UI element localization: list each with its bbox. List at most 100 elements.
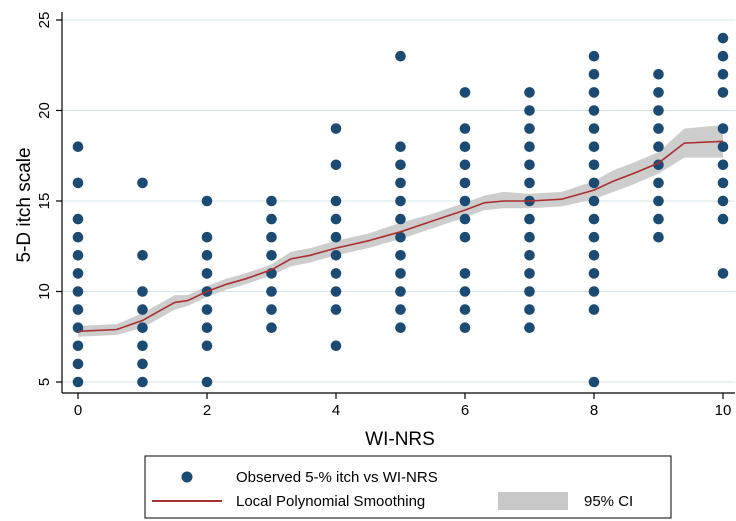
smoothing-line <box>77 140 724 333</box>
y-tick-label: 5 <box>36 378 53 386</box>
ci-band <box>78 125 723 337</box>
data-point <box>588 87 600 98</box>
data-point <box>524 123 535 134</box>
data-point <box>266 304 277 315</box>
data-point <box>524 250 535 261</box>
data-point <box>201 376 213 388</box>
data-point <box>330 195 342 207</box>
data-point <box>201 322 213 334</box>
data-point <box>588 304 600 315</box>
legend-line-label: Local Polynomial Smoothing <box>236 493 425 510</box>
data-point <box>266 286 277 297</box>
x-tick-label: 2 <box>203 402 211 419</box>
legend-scatter-label: Observed 5-% itch vs WI-NRS <box>236 469 438 486</box>
legend-box <box>144 455 672 519</box>
data-point <box>653 195 664 207</box>
data-point <box>588 105 600 116</box>
data-point <box>395 50 406 62</box>
data-point <box>717 195 729 207</box>
data-point <box>330 304 342 315</box>
data-point <box>588 159 600 171</box>
data-point <box>137 340 148 352</box>
data-point <box>588 195 600 207</box>
legend-scatter-marker <box>181 471 193 483</box>
data-point <box>588 123 600 134</box>
data-point <box>459 87 471 98</box>
data-point <box>72 177 84 189</box>
data-point <box>717 123 729 134</box>
legend-ci-label: 95% CI <box>584 493 633 510</box>
data-point <box>266 250 277 261</box>
data-point <box>653 123 664 134</box>
data-point <box>459 322 471 334</box>
data-point <box>588 376 600 388</box>
data-point <box>395 195 406 207</box>
data-point <box>524 304 535 315</box>
data-point <box>717 141 729 152</box>
data-point <box>266 322 277 334</box>
data-point <box>395 304 406 315</box>
data-point <box>330 159 342 171</box>
data-point <box>588 50 600 62</box>
data-point <box>459 304 471 315</box>
data-point <box>395 268 406 279</box>
data-point <box>330 123 342 134</box>
data-point <box>72 141 84 152</box>
data-point <box>524 286 535 297</box>
data-point <box>395 250 406 261</box>
y-tick-label: 10 <box>36 283 53 300</box>
data-point <box>524 322 535 334</box>
data-point <box>395 141 406 152</box>
data-point <box>330 286 342 297</box>
data-point <box>72 376 84 388</box>
data-point <box>588 177 600 189</box>
data-point <box>137 322 148 334</box>
data-point <box>72 304 84 315</box>
data-point <box>717 32 729 44</box>
data-point <box>395 286 406 297</box>
data-point <box>137 250 148 261</box>
data-point <box>201 231 213 243</box>
data-point <box>137 286 148 297</box>
x-tick-label: 0 <box>74 402 82 419</box>
data-point <box>459 177 471 189</box>
x-tick-label: 8 <box>590 402 598 419</box>
data-point <box>524 141 535 152</box>
legend-ci-marker <box>498 492 568 510</box>
x-tick-label: 4 <box>332 402 340 419</box>
data-point <box>524 159 535 171</box>
data-point <box>717 159 729 171</box>
data-point <box>588 231 600 243</box>
data-point <box>653 69 664 80</box>
data-point <box>266 213 277 225</box>
data-point <box>266 195 277 207</box>
data-point <box>717 87 729 98</box>
data-point <box>137 304 148 315</box>
data-point <box>72 231 84 243</box>
x-tick-label: 6 <box>461 402 469 419</box>
data-point <box>717 50 729 62</box>
axes <box>56 12 735 399</box>
data-point <box>653 159 664 171</box>
data-point <box>459 268 471 279</box>
data-point <box>588 268 600 279</box>
data-point <box>653 231 664 243</box>
data-point <box>524 87 535 98</box>
data-point <box>72 358 84 370</box>
data-point <box>653 177 664 189</box>
data-point <box>395 322 406 334</box>
data-point <box>653 213 664 225</box>
data-point <box>72 213 84 225</box>
data-point <box>459 286 471 297</box>
data-point <box>653 87 664 98</box>
data-point <box>72 340 84 352</box>
data-point <box>395 159 406 171</box>
data-point <box>330 213 342 225</box>
data-point <box>72 322 84 334</box>
data-point <box>717 69 729 80</box>
data-point <box>653 105 664 116</box>
data-point <box>459 231 471 243</box>
scatter-points <box>72 32 729 388</box>
data-point <box>653 141 664 152</box>
data-point <box>588 286 600 297</box>
